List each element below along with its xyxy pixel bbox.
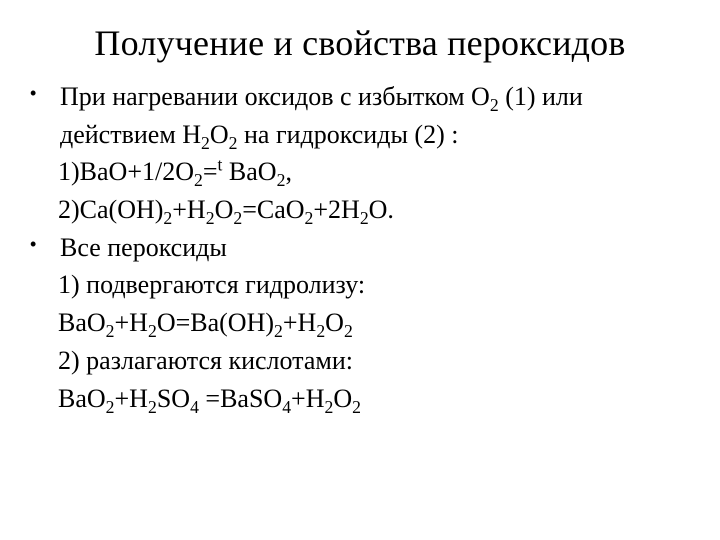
bullet-subline: 1)ВаО+1/2О2=t ВаО2, [28, 153, 692, 191]
slide-body: • При нагревании оксидов с избытком О2 (… [28, 78, 692, 417]
bullet-item: • При нагревании оксидов с избытком О2 (… [28, 78, 692, 153]
slide: Получение и свойства пероксидов • При на… [0, 0, 720, 540]
bullet-marker-icon: • [28, 229, 60, 257]
bullet-subline: 2)Са(ОН)2+Н2О2=СаО2+2Н2О. [28, 191, 692, 229]
bullet-subline: ВаО2+Н2О=Ва(ОН)2+Н2О2 [28, 304, 692, 342]
bullet-subline: ВаО2+Н2SO4 =ВаSO4+Н2О2 [28, 380, 692, 418]
bullet-subline: 1) подвергаются гидролизу: [28, 266, 692, 304]
bullet-text: Все пероксиды [60, 229, 692, 267]
bullet-item: • Все пероксиды [28, 229, 692, 267]
slide-title: Получение и свойства пероксидов [28, 22, 692, 64]
bullet-marker-icon: • [28, 78, 60, 106]
bullet-text: При нагревании оксидов с избытком О2 (1)… [60, 78, 692, 153]
bullet-subline: 2) разлагаются кислотами: [28, 342, 692, 380]
